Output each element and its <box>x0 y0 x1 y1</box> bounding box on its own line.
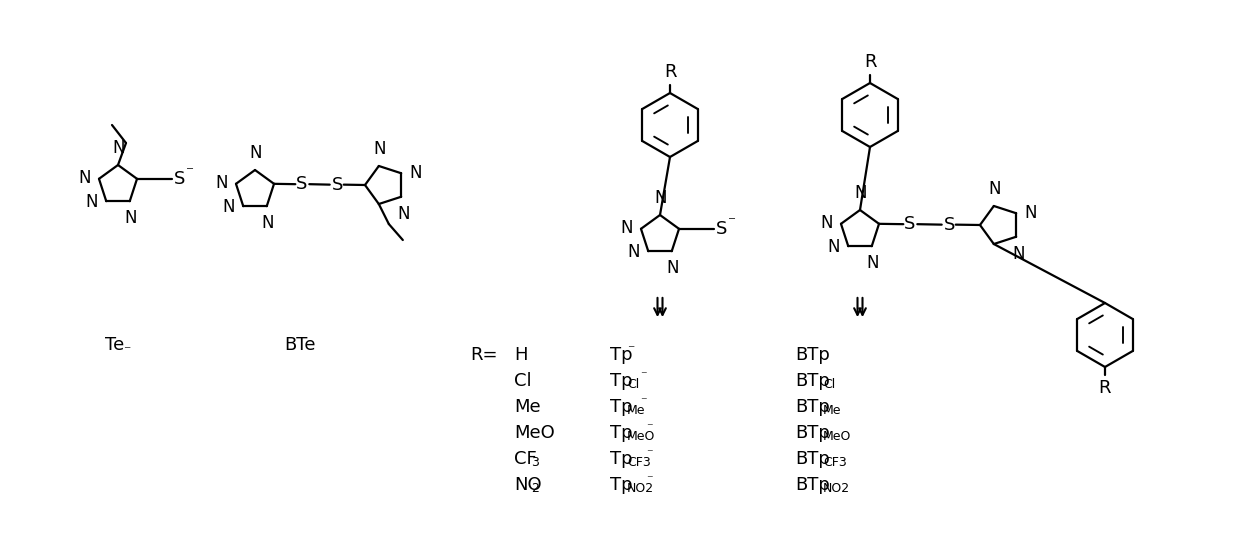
Text: N: N <box>124 209 136 227</box>
Text: N: N <box>113 139 125 157</box>
Text: Me: Me <box>627 405 646 417</box>
Text: ⁻: ⁻ <box>123 344 130 358</box>
Text: R: R <box>864 53 877 71</box>
Text: N: N <box>867 254 879 272</box>
Text: Tp: Tp <box>610 424 632 442</box>
Text: N: N <box>1024 204 1037 222</box>
Text: BTp: BTp <box>795 450 830 468</box>
Text: N: N <box>854 184 867 202</box>
Text: ⁻: ⁻ <box>640 369 646 382</box>
Text: Tp: Tp <box>610 476 632 494</box>
Text: BTp: BTp <box>795 346 830 364</box>
Text: N: N <box>655 189 667 207</box>
Text: S: S <box>944 215 955 233</box>
Text: N: N <box>828 238 841 256</box>
Text: NO2: NO2 <box>823 483 851 496</box>
Text: N: N <box>667 259 680 277</box>
Text: 3: 3 <box>531 456 539 469</box>
Text: Me: Me <box>823 405 842 417</box>
Text: H: H <box>515 346 527 364</box>
Text: BTp: BTp <box>795 424 830 442</box>
Text: N: N <box>397 205 409 222</box>
Text: N: N <box>988 180 1001 198</box>
Text: Tp: Tp <box>610 398 632 416</box>
Text: Te: Te <box>105 336 124 354</box>
Text: MeO: MeO <box>823 430 852 443</box>
Text: ⁻: ⁻ <box>186 164 193 180</box>
Text: N: N <box>373 140 386 158</box>
Text: BTp: BTp <box>795 398 830 416</box>
Text: Tp: Tp <box>610 450 632 468</box>
Text: S: S <box>295 175 308 193</box>
Text: ⁻: ⁻ <box>728 214 737 230</box>
Text: N: N <box>78 169 91 187</box>
Text: R: R <box>1099 379 1111 397</box>
Text: Cl: Cl <box>515 372 532 390</box>
Text: ⁻: ⁻ <box>640 395 646 409</box>
Text: BTp: BTp <box>795 476 830 494</box>
Text: CF3: CF3 <box>823 456 847 469</box>
Text: R: R <box>663 63 676 81</box>
Text: 2: 2 <box>531 483 539 496</box>
Text: BTe: BTe <box>284 336 316 354</box>
Text: CF3: CF3 <box>627 456 651 469</box>
Text: N: N <box>223 198 236 216</box>
Text: N: N <box>216 174 228 192</box>
Text: R=: R= <box>470 346 498 364</box>
Text: S: S <box>332 176 343 194</box>
Text: N: N <box>249 144 262 162</box>
Text: CF: CF <box>515 450 537 468</box>
Text: Tp: Tp <box>610 346 632 364</box>
Text: ⁻: ⁻ <box>646 473 653 486</box>
Text: N: N <box>262 214 274 232</box>
Text: NO2: NO2 <box>627 483 655 496</box>
Text: N: N <box>627 243 640 261</box>
Text: S: S <box>715 220 728 238</box>
Text: MeO: MeO <box>627 430 656 443</box>
Text: NO: NO <box>515 476 542 494</box>
Text: N: N <box>821 214 833 232</box>
Text: N: N <box>620 219 632 237</box>
Text: S: S <box>174 170 186 188</box>
Text: S: S <box>904 215 915 233</box>
Text: N: N <box>409 164 422 182</box>
Text: ⁻: ⁻ <box>646 448 653 461</box>
Text: ⁻: ⁻ <box>646 422 653 435</box>
Text: Me: Me <box>515 398 541 416</box>
Text: ⁻: ⁻ <box>627 343 635 357</box>
Text: Cl: Cl <box>627 379 640 392</box>
Text: Tp: Tp <box>610 372 632 390</box>
Text: N: N <box>1012 245 1024 263</box>
Text: BTp: BTp <box>795 372 830 390</box>
Text: Cl: Cl <box>823 379 836 392</box>
Text: MeO: MeO <box>515 424 554 442</box>
Text: N: N <box>86 193 98 211</box>
